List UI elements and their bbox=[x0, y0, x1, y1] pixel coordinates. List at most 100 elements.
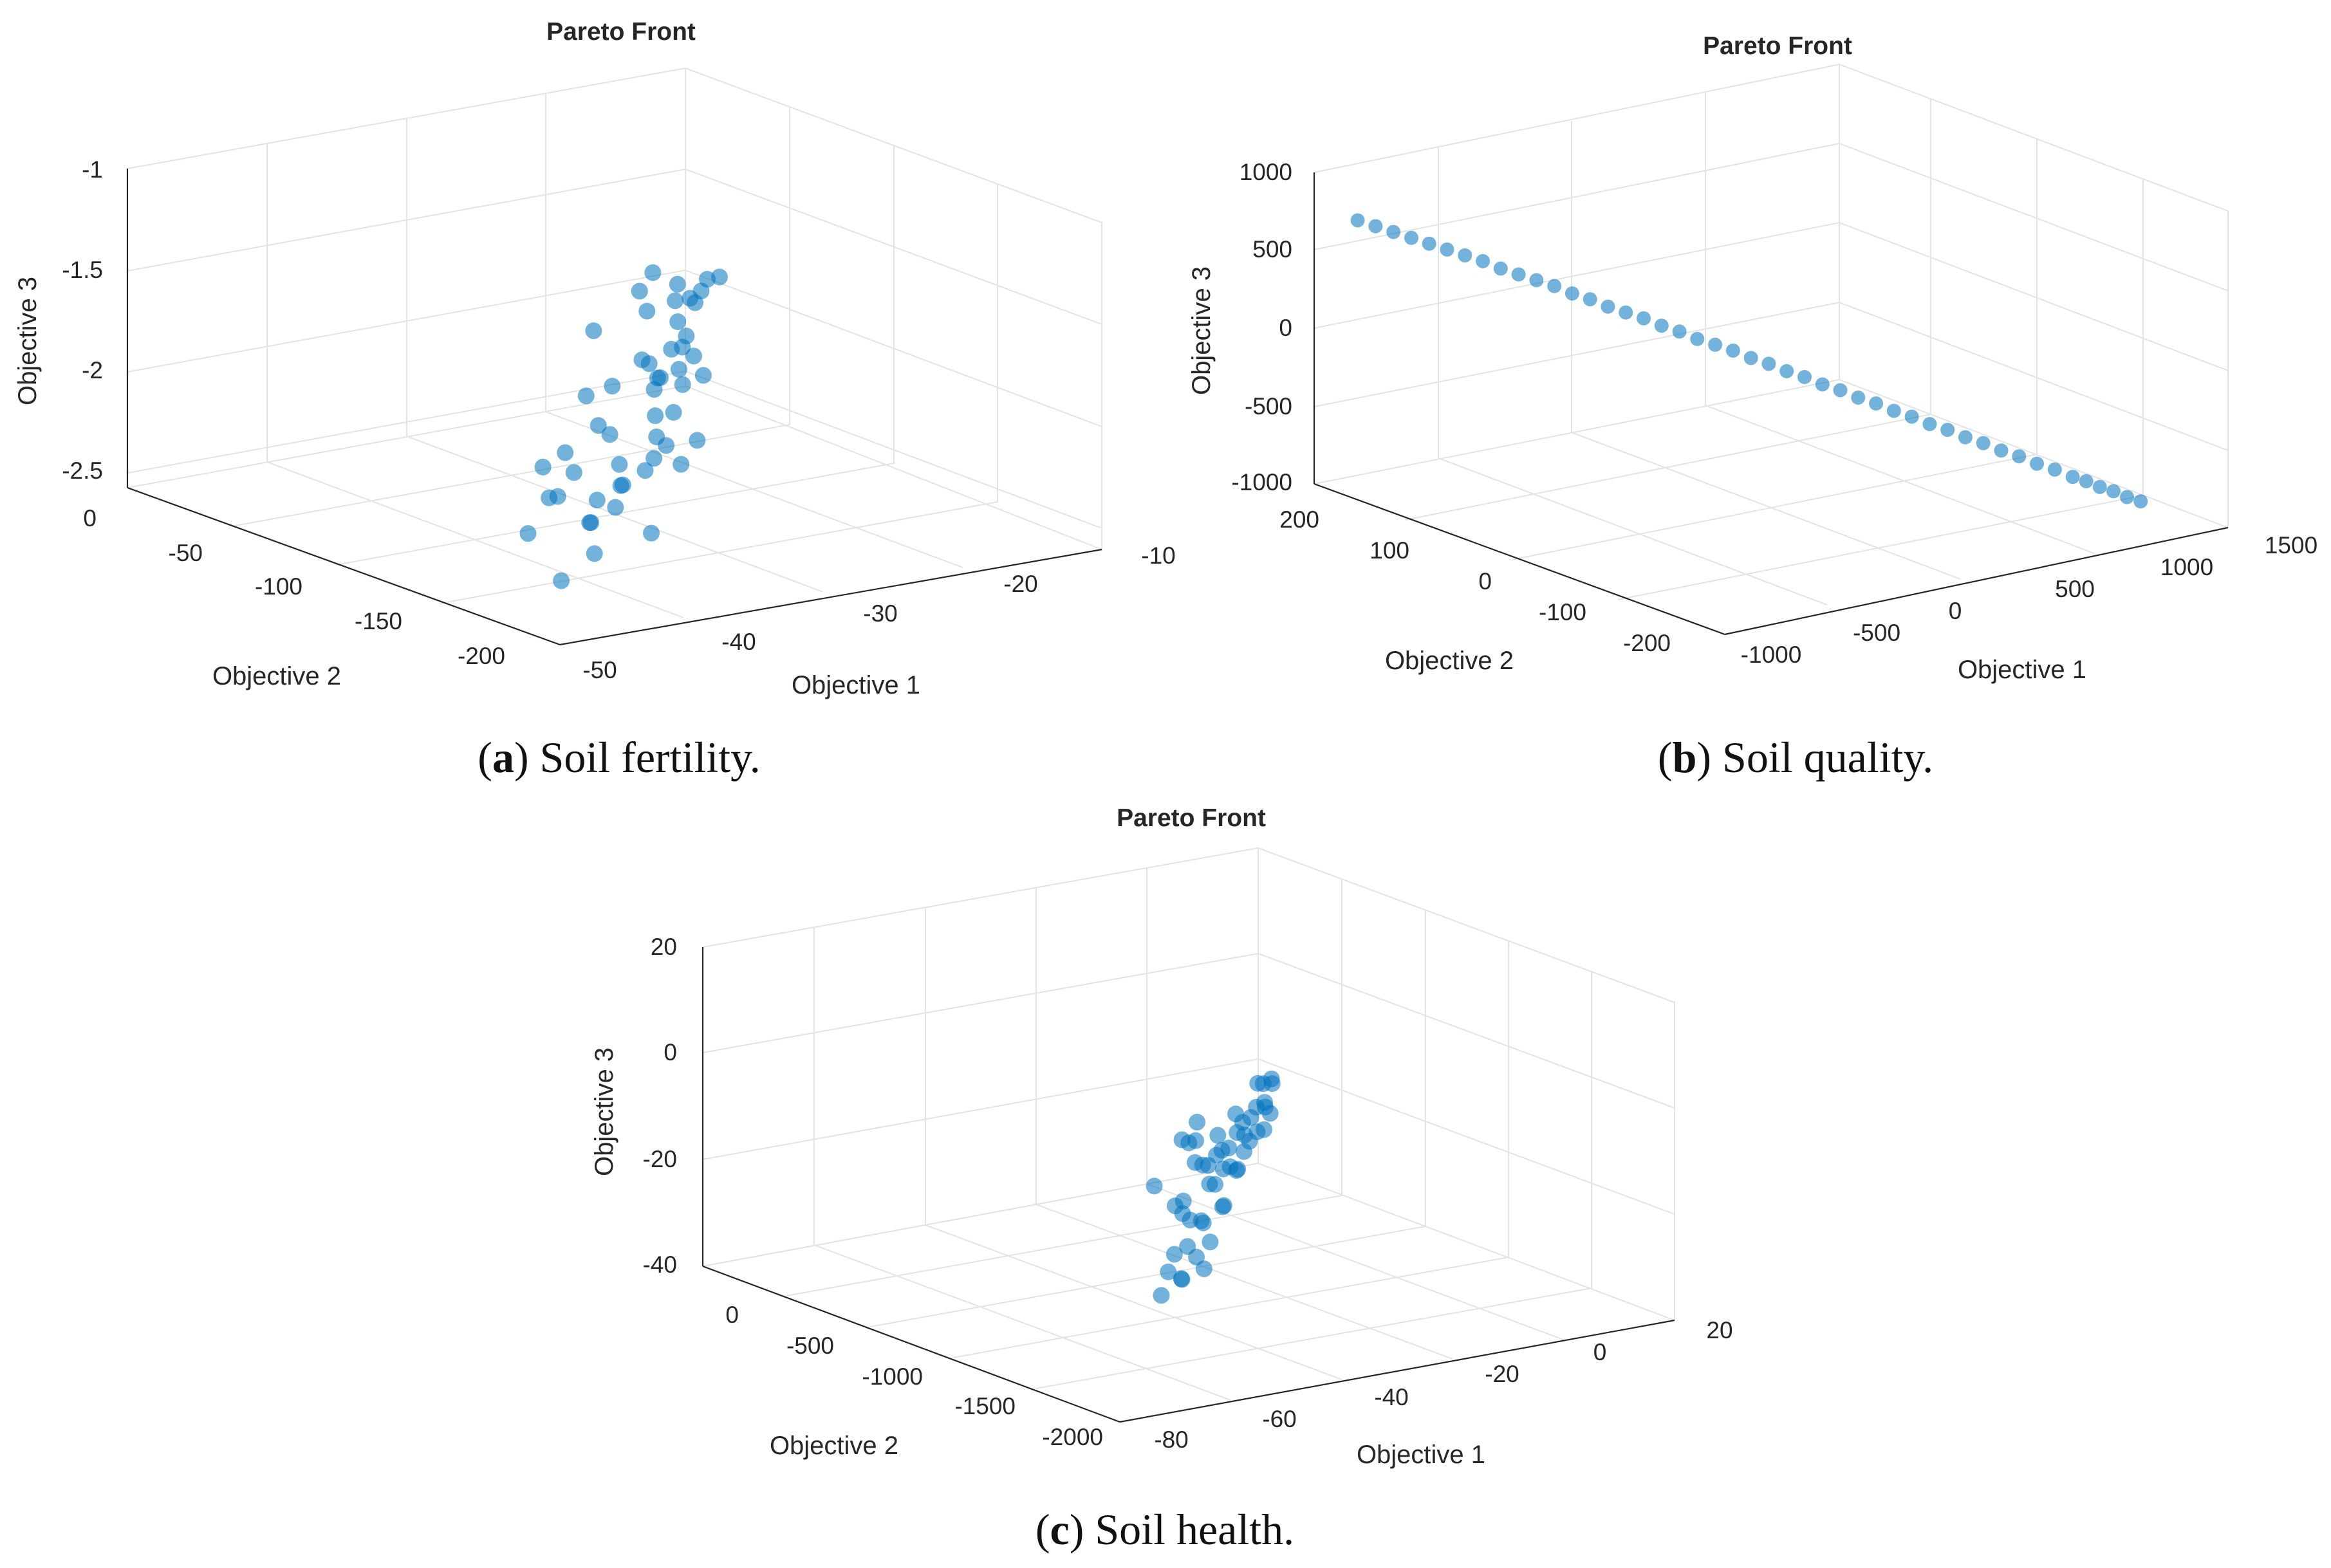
panel-b-point-40 bbox=[2065, 470, 2080, 484]
panel-a-point-24 bbox=[611, 456, 628, 473]
panel-c-xtick-5: 20 bbox=[1706, 1317, 1732, 1343]
panel-a-point-6 bbox=[588, 492, 606, 509]
panel-b-axes bbox=[1313, 172, 2229, 636]
panel-b-ztick-2: 0 bbox=[1279, 315, 1292, 341]
panel-a-point-1 bbox=[644, 264, 662, 281]
panel-c-ytick-3: -1500 bbox=[954, 1393, 1016, 1419]
panel-c-ytick-2: -1000 bbox=[862, 1363, 923, 1390]
panel-a-point-11 bbox=[670, 360, 687, 378]
panel-a-title: Pareto Front bbox=[546, 18, 696, 46]
panel-b-point-16 bbox=[1637, 311, 1651, 326]
panel-b-ytick-1: 100 bbox=[1370, 537, 1409, 564]
panel-b-point-11 bbox=[1547, 279, 1562, 293]
panel-c-point-44 bbox=[1248, 1098, 1265, 1116]
panel-b-caption-text: Soil quality. bbox=[1722, 733, 1933, 782]
panel-c-point-51 bbox=[1209, 1127, 1227, 1144]
panel-b-caption: (b) Soil quality. bbox=[1658, 733, 1933, 782]
panel-b-xtick-1: -500 bbox=[1853, 620, 1900, 646]
panel-b-point-1 bbox=[1368, 219, 1383, 234]
panel-b-point-35 bbox=[1976, 436, 1991, 450]
panel-a-point-14 bbox=[553, 572, 570, 589]
panel-b-point-5 bbox=[1440, 242, 1454, 257]
panel-a-xlabel: Objective 1 bbox=[792, 671, 920, 699]
panel-c-ytick-0: 0 bbox=[725, 1302, 739, 1328]
panel-b-point-20 bbox=[1708, 337, 1723, 352]
panel-b-zticks: 1000 500 0 -500 -1000 bbox=[1231, 159, 1292, 495]
panel-a-point-16 bbox=[590, 417, 607, 434]
panel-b-point-19 bbox=[1690, 331, 1705, 346]
panel-b-title: Pareto Front bbox=[1703, 32, 1852, 60]
panel-a-zlabel: Objective 3 bbox=[14, 277, 42, 405]
panel-c-point-29 bbox=[1256, 1121, 1272, 1138]
panel-c-caption-text: Soil health. bbox=[1095, 1505, 1294, 1554]
panel-c-ztick-3: -40 bbox=[643, 1251, 677, 1278]
panel-a-ztick-0: -1 bbox=[82, 156, 103, 183]
panel-b-point-32 bbox=[1922, 417, 1937, 432]
panel-c-ytick-1: -500 bbox=[786, 1333, 834, 1359]
panel-b-point-26 bbox=[1815, 377, 1830, 392]
panel-a-point-21 bbox=[685, 347, 702, 365]
panel-b-point-14 bbox=[1601, 299, 1615, 314]
panel-a-grid bbox=[127, 67, 1102, 618]
panel-c-point-49 bbox=[1189, 1114, 1206, 1130]
panel-a-point-33 bbox=[658, 437, 675, 454]
panel-b-point-25 bbox=[1797, 370, 1812, 384]
panel-c-zlabel: Objective 3 bbox=[590, 1047, 618, 1176]
panel-b-point-34 bbox=[1958, 430, 1973, 445]
panel-c-ztick-1: 0 bbox=[664, 1039, 677, 1065]
panel-b-point-43 bbox=[2106, 484, 2121, 499]
panel-c-zticks: 20 0 -20 -40 bbox=[643, 934, 677, 1278]
panel-c-point-42 bbox=[1234, 1114, 1251, 1131]
panel-b-point-10 bbox=[1529, 273, 1544, 288]
panel-b-xticks: -1000 -500 0 500 1000 1500 bbox=[1741, 532, 2317, 668]
panel-c-point-24 bbox=[1215, 1197, 1232, 1214]
panel-b-point-4 bbox=[1422, 236, 1436, 251]
panel-b-point-36 bbox=[1994, 443, 2009, 458]
panel-c-ztick-2: -20 bbox=[643, 1146, 677, 1172]
panel-a-point-42 bbox=[604, 378, 621, 395]
panel-b: Pareto Front 1000 500 0 -500 -100 bbox=[1187, 32, 2317, 782]
panel-c-point-2 bbox=[1187, 1132, 1204, 1149]
panel-a-point-18 bbox=[647, 407, 664, 425]
panel-c-point-45 bbox=[1254, 1075, 1272, 1093]
panel-b-xlabel: Objective 1 bbox=[1958, 656, 2086, 684]
panel-a-caption-label: a bbox=[492, 733, 514, 782]
panel-a-caption: (a) Soil fertility. bbox=[478, 733, 760, 782]
panel-c-ytick-4: -2000 bbox=[1042, 1424, 1103, 1450]
panel-c-xtick-4: 0 bbox=[1593, 1339, 1607, 1365]
panel-a-point-36 bbox=[689, 432, 706, 449]
panel-b-grid bbox=[1314, 63, 2229, 605]
panel-b-point-29 bbox=[1869, 396, 1884, 411]
panel-c-point-43 bbox=[1241, 1132, 1258, 1150]
panel-b-point-39 bbox=[2047, 462, 2062, 477]
panel-c-xlabel: Objective 1 bbox=[1357, 1441, 1485, 1469]
panel-b-ztick-1: 500 bbox=[1252, 236, 1292, 263]
panel-b-point-6 bbox=[1458, 248, 1472, 263]
panel-b-xtick-2: 0 bbox=[1949, 598, 1962, 624]
panel-a-point-23 bbox=[582, 514, 600, 531]
panel-c-point-26 bbox=[1229, 1161, 1247, 1178]
panel-a-point-44 bbox=[631, 282, 648, 300]
panel-b-point-30 bbox=[1886, 403, 1901, 418]
panel-b-ytick-3: -100 bbox=[1539, 599, 1586, 625]
panel-b-ztick-4: -1000 bbox=[1231, 469, 1292, 495]
panel-a-point-9 bbox=[673, 456, 690, 473]
panel-a-point-28 bbox=[667, 292, 684, 309]
panel-c-xtick-0: -80 bbox=[1154, 1426, 1188, 1453]
panel-c-xtick-3: -20 bbox=[1485, 1361, 1519, 1387]
panel-a-ztick-3: -2.5 bbox=[62, 457, 103, 484]
panel-b-ytick-4: -200 bbox=[1623, 630, 1671, 656]
panel-c-point-22 bbox=[1202, 1233, 1219, 1251]
panel-b-xtick-3: 500 bbox=[2055, 576, 2095, 602]
panel-a-point-31 bbox=[614, 476, 631, 493]
panel-a-point-29 bbox=[674, 376, 691, 393]
panel-b-point-3 bbox=[1404, 230, 1418, 245]
panel-a-point-40 bbox=[557, 444, 574, 461]
panel-a-point-47 bbox=[549, 488, 566, 505]
panel-b-xtick-4: 1000 bbox=[2160, 554, 2213, 580]
panel-b-point-13 bbox=[1583, 292, 1597, 307]
panel-b-point-18 bbox=[1672, 324, 1687, 339]
panel-c-point-34 bbox=[1175, 1192, 1192, 1210]
panel-b-point-9 bbox=[1511, 267, 1526, 282]
